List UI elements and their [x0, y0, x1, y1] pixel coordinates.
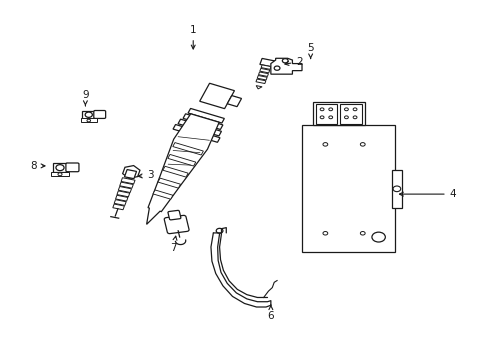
Bar — [313, 103, 364, 125]
Bar — [259, 68, 269, 73]
Bar — [227, 95, 241, 107]
Bar — [115, 195, 128, 201]
Bar — [173, 125, 220, 142]
Bar — [339, 104, 361, 123]
Bar — [117, 191, 129, 197]
Text: 8: 8 — [30, 161, 45, 171]
Text: 9: 9 — [82, 90, 88, 106]
Bar — [53, 163, 67, 172]
Circle shape — [85, 112, 92, 117]
Circle shape — [320, 116, 324, 119]
Circle shape — [274, 66, 280, 70]
Bar — [199, 83, 234, 109]
Circle shape — [322, 143, 327, 146]
Text: 2: 2 — [285, 57, 302, 67]
Bar — [113, 204, 124, 210]
Text: 3: 3 — [138, 170, 153, 180]
Bar — [114, 200, 126, 206]
Bar — [163, 166, 188, 177]
Circle shape — [58, 173, 62, 176]
Bar — [302, 125, 395, 252]
Bar — [391, 170, 401, 208]
Circle shape — [282, 59, 287, 63]
Circle shape — [344, 116, 347, 119]
Bar — [82, 111, 95, 119]
Circle shape — [328, 116, 332, 119]
Circle shape — [360, 143, 365, 146]
Polygon shape — [270, 58, 302, 74]
Bar — [188, 108, 224, 123]
Bar — [172, 143, 203, 155]
Bar — [167, 154, 195, 166]
Text: 7: 7 — [170, 236, 177, 253]
Bar — [81, 118, 97, 122]
Bar — [124, 170, 136, 179]
FancyBboxPatch shape — [164, 215, 189, 234]
Bar — [118, 186, 131, 193]
Text: 6: 6 — [267, 305, 274, 321]
Circle shape — [371, 232, 385, 242]
Bar — [153, 190, 173, 199]
Circle shape — [352, 108, 356, 111]
Circle shape — [87, 119, 90, 122]
Polygon shape — [122, 166, 140, 178]
Bar — [121, 178, 135, 184]
Bar — [120, 182, 133, 188]
Bar — [255, 79, 265, 84]
Bar — [315, 104, 337, 123]
Circle shape — [322, 231, 327, 235]
Circle shape — [56, 165, 64, 171]
Circle shape — [216, 228, 223, 233]
Circle shape — [392, 186, 400, 192]
Bar — [257, 76, 266, 80]
Polygon shape — [256, 86, 262, 89]
Circle shape — [328, 108, 332, 111]
Bar — [178, 119, 221, 136]
Bar — [158, 178, 180, 188]
Circle shape — [320, 108, 324, 111]
Circle shape — [344, 108, 347, 111]
Circle shape — [352, 116, 356, 119]
Polygon shape — [146, 114, 219, 224]
FancyBboxPatch shape — [94, 111, 105, 118]
Text: 5: 5 — [306, 43, 313, 58]
Bar — [259, 58, 275, 67]
Bar — [261, 65, 270, 69]
FancyBboxPatch shape — [167, 210, 181, 220]
Bar — [258, 72, 268, 76]
Bar — [183, 114, 223, 130]
Text: 4: 4 — [399, 189, 455, 199]
Circle shape — [360, 231, 365, 235]
FancyBboxPatch shape — [66, 163, 79, 172]
Bar — [51, 172, 69, 176]
Text: 1: 1 — [189, 25, 196, 49]
